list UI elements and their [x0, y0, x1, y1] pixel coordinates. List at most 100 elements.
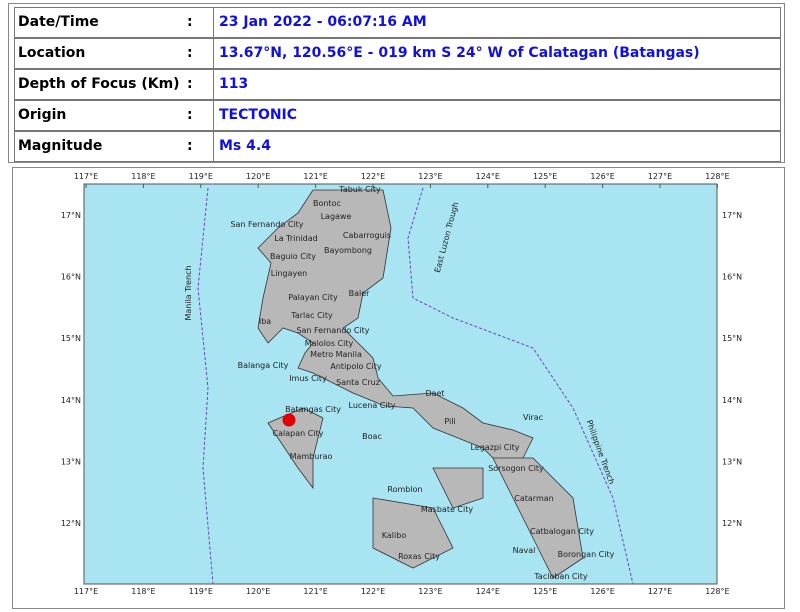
lon-label: 119°E — [189, 172, 213, 181]
lat-label: 15°N — [722, 334, 742, 343]
place-label: Balanga City — [238, 361, 289, 370]
place-label: Lagawe — [321, 212, 352, 221]
place-label: Sorsogon City — [488, 464, 544, 473]
place-label: Legazpi City — [471, 443, 520, 452]
lon-label: 128°E — [705, 587, 729, 596]
epicenter — [282, 413, 296, 427]
row-colon: : — [187, 107, 193, 123]
mindoro — [267, 407, 324, 490]
place-label: Romblon — [387, 485, 422, 494]
lon-label: 119°E — [189, 587, 213, 596]
row-value: TECTONIC — [219, 107, 298, 123]
place-label: Malolos City — [305, 339, 354, 348]
row-value: 23 Jan 2022 - 06:07:16 AM — [219, 14, 427, 30]
lat-label: 17°N — [61, 211, 81, 220]
lon-label: 123°E — [418, 587, 442, 596]
lon-label: 118°E — [131, 172, 155, 181]
place-label: Catarman — [514, 494, 553, 503]
cell-separator — [213, 132, 214, 161]
row-value: Ms 4.4 — [219, 138, 271, 154]
table-row: Location: 13.67°N, 120.56°E - 019 km S 24… — [14, 38, 781, 69]
place-label: Mamburao — [290, 452, 333, 461]
map: 117°E 117°E 118°E 118°E 119°E 119°E 120°E 120°E… — [61, 172, 742, 596]
lon-label: 117°E — [74, 587, 98, 596]
place-label: Tabuk City — [338, 185, 381, 194]
place-label: Boac — [362, 432, 382, 441]
place-label: Virac — [523, 413, 543, 422]
lat-label: 13°N — [61, 457, 81, 466]
place-label: Tacloban City — [533, 572, 588, 581]
row-label: Date/Time — [18, 14, 99, 30]
lat-label: 14°N — [61, 396, 81, 405]
place-label: Kalibo — [382, 531, 407, 540]
place-label: Santa Cruz — [336, 378, 380, 387]
place-label: Iba — [259, 317, 271, 326]
lon-label: 125°E — [533, 172, 557, 181]
lat-label: 13°N — [722, 457, 742, 466]
place-label: Palayan City — [288, 293, 338, 302]
row-colon: : — [187, 14, 193, 30]
place-label: Batangas City — [285, 405, 341, 414]
lon-label: 126°E — [590, 172, 614, 181]
place-label: Cabarroguis — [343, 231, 391, 240]
lon-label: 117°E — [74, 172, 98, 181]
place-label: Antipolo City — [330, 362, 381, 371]
cell-separator — [213, 8, 214, 37]
lon-label: 126°E — [590, 587, 614, 596]
lat-label: 14°N — [722, 396, 742, 405]
place-label: San Fernando City — [230, 220, 303, 229]
lon-label: 120°E — [246, 172, 270, 181]
lon-label: 118°E — [131, 587, 155, 596]
manila-trench-line — [197, 187, 214, 585]
place-label: Lingayen — [271, 269, 307, 278]
trench-label: Manila Trench — [184, 265, 193, 320]
place-label: Daet — [425, 389, 444, 398]
place-label: Baguio City — [270, 252, 316, 261]
place-label: Bontoc — [313, 199, 341, 208]
lon-label: 124°E — [476, 172, 500, 181]
row-colon: : — [187, 138, 193, 154]
lon-label: 121°E — [303, 587, 327, 596]
visayas — [372, 457, 584, 579]
lat-label: 16°N — [61, 273, 81, 282]
table-row: Magnitude: Ms 4.4 — [14, 131, 781, 162]
table-row: Depth of Focus (Km): 113 — [14, 69, 781, 100]
place-label: Imus City — [289, 374, 327, 383]
lon-label: 122°E — [361, 587, 385, 596]
place-label: San Fernando City — [296, 326, 369, 335]
lon-label: 128°E — [705, 172, 729, 181]
place-label: Borongan City — [558, 550, 615, 559]
place-label: La Trinidad — [274, 234, 317, 243]
row-label: Depth of Focus (Km) — [18, 76, 180, 92]
place-label: Baler — [349, 289, 371, 298]
place-label: Bayombong — [324, 246, 372, 255]
place-label: Masbate City — [421, 505, 474, 514]
place-label: Tarlac City — [290, 311, 333, 320]
row-label: Magnitude — [18, 138, 103, 154]
place-label: Metro Manila — [310, 350, 362, 359]
cell-separator — [213, 101, 214, 130]
table-row: Origin: TECTONIC — [14, 100, 781, 131]
row-label: Origin — [18, 107, 67, 123]
place-label: Naval — [513, 546, 536, 555]
place-label: Catbalogan City — [530, 527, 594, 536]
info-table: Date/Time: 23 Jan 2022 - 06:07:16 AM Locat… — [8, 3, 785, 163]
luzon — [257, 189, 534, 469]
lon-label: 127°E — [648, 172, 672, 181]
place-label: Calapan City — [273, 429, 324, 438]
lat-label: 17°N — [722, 211, 742, 220]
lat-label: 15°N — [61, 334, 81, 343]
lon-label: 127°E — [648, 587, 672, 596]
lon-label: 121°E — [303, 172, 327, 181]
lon-label: 125°E — [533, 587, 557, 596]
trench-line — [407, 187, 634, 585]
map-panel: 117°E 117°E 118°E 118°E 119°E 119°E 120°E 120°E… — [12, 167, 785, 609]
row-colon: : — [187, 76, 193, 92]
lat-label: 12°N — [722, 519, 742, 528]
lon-label: 124°E — [476, 587, 500, 596]
row-label: Location — [18, 45, 86, 61]
place-label: Roxas City — [398, 552, 440, 561]
cell-separator — [213, 70, 214, 99]
table-row: Date/Time: 23 Jan 2022 - 06:07:16 AM — [14, 7, 781, 38]
